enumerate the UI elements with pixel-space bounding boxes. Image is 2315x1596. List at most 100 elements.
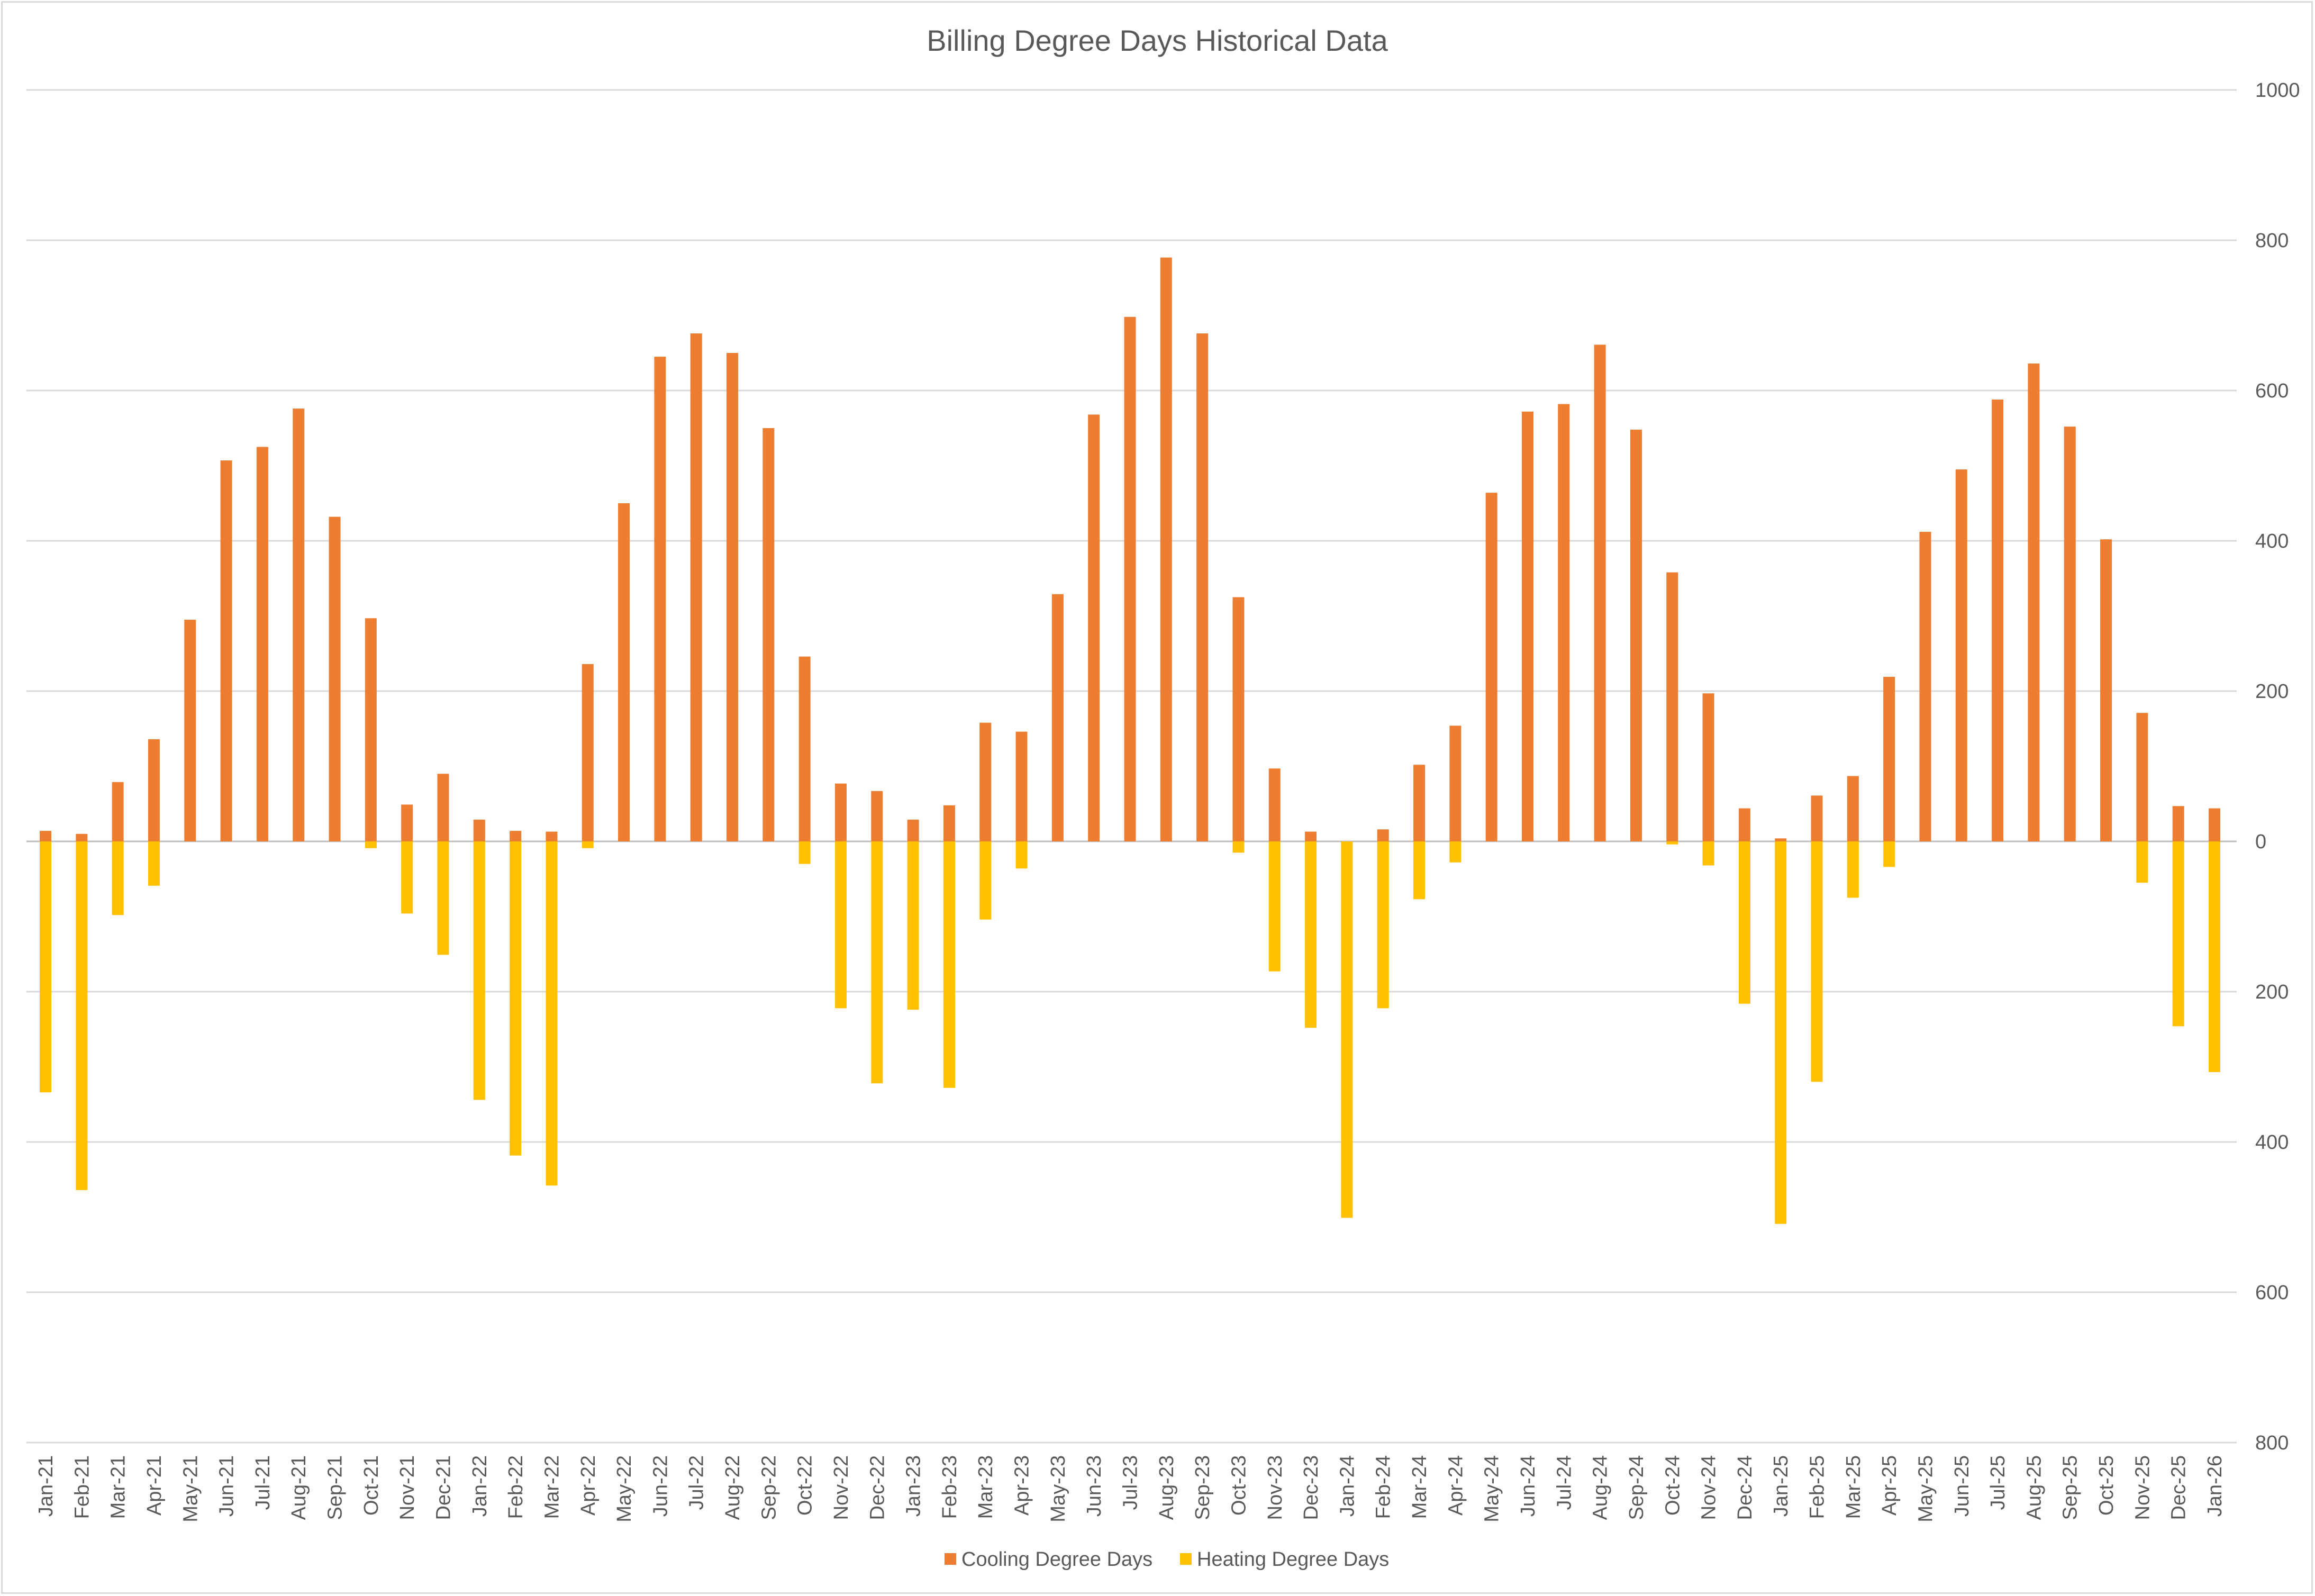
cooling-bar	[1305, 831, 1317, 841]
heating-bar	[437, 841, 449, 955]
x-tick-label: Aug-23	[1156, 1455, 1178, 1520]
y-tick-label: 600	[2255, 1282, 2289, 1304]
cooling-bar	[401, 804, 413, 841]
heating-bar	[148, 841, 160, 886]
x-tick-label: Jul-23	[1120, 1455, 1142, 1510]
x-tick-label: Jul-21	[252, 1455, 274, 1510]
x-tick-label: Feb-22	[505, 1455, 527, 1519]
cooling-bar	[437, 774, 449, 841]
heating-bar	[1305, 841, 1317, 1028]
x-tick-label: Feb-23	[939, 1455, 961, 1519]
x-tick-label: Aug-22	[722, 1455, 744, 1520]
cooling-bar	[76, 833, 88, 841]
x-tick-label: Dec-25	[2168, 1455, 2190, 1520]
cooling-bar	[1377, 829, 1389, 841]
x-tick-label: Oct-25	[2095, 1455, 2118, 1516]
heating-bar	[1449, 841, 1461, 863]
x-tick-label: Jun-23	[1083, 1455, 1105, 1517]
x-tick-label: Sep-23	[1192, 1455, 1214, 1520]
heating-bar	[1702, 841, 1714, 866]
legend-swatch	[1180, 1553, 1192, 1565]
cooling-bar	[546, 831, 558, 841]
x-tick-label: Dec-23	[1300, 1455, 1322, 1520]
x-tick-label: Jul-24	[1553, 1455, 1575, 1510]
cooling-bar	[654, 357, 666, 841]
x-tick-label: Dec-24	[1734, 1455, 1756, 1520]
cooling-bar	[1992, 400, 2004, 841]
x-tick-label: Mar-22	[541, 1455, 563, 1519]
cooling-bar	[256, 447, 268, 841]
cooling-bar	[1702, 693, 1714, 841]
x-tick-label: Dec-22	[866, 1455, 888, 1520]
y-tick-label: 200	[2255, 981, 2289, 1003]
cooling-bar	[618, 503, 630, 841]
x-tick-label: Apr-22	[577, 1455, 600, 1516]
heating-bar	[582, 841, 594, 848]
cooling-bar	[2136, 713, 2148, 841]
x-tick-label: Aug-21	[288, 1455, 310, 1520]
cooling-bar	[871, 791, 883, 841]
gridlines	[26, 89, 2237, 1444]
heating-bar	[871, 841, 883, 1084]
heating-bar	[473, 841, 485, 1100]
x-tick-label: May-23	[1047, 1455, 1069, 1522]
cooling-bar	[1485, 493, 1497, 841]
x-tick-label: May-22	[613, 1455, 636, 1522]
legend-swatch	[945, 1553, 956, 1565]
heating-bar	[2172, 841, 2184, 1027]
cooling-bar	[907, 819, 919, 841]
x-tick-label: Apr-21	[143, 1455, 166, 1516]
x-tick-label: Jun-22	[649, 1455, 671, 1517]
x-tick-label: Jan-23	[903, 1455, 925, 1517]
x-tick-label: Sep-24	[1626, 1455, 1648, 1520]
y-axis: 1000 800 600 400 200 0 200 400 600 800	[2255, 79, 2300, 1454]
x-tick-label: Sep-25	[2059, 1455, 2082, 1520]
x-tick-label: Nov-24	[1698, 1455, 1720, 1520]
heating-bar	[1377, 841, 1389, 1009]
cooling-bar	[1811, 795, 1823, 841]
bars	[40, 257, 2220, 1224]
y-tick-label: 0	[2255, 831, 2266, 853]
cooling-bar	[582, 664, 594, 841]
cooling-bar	[1088, 414, 1100, 841]
cooling-bar	[365, 618, 377, 841]
cooling-bar	[1558, 404, 1570, 841]
heating-bar	[834, 841, 847, 1009]
x-tick-label: Nov-22	[830, 1455, 852, 1520]
legend-label: Heating Degree Days	[1197, 1548, 1389, 1571]
x-tick-label: Jun-24	[1517, 1455, 1539, 1517]
cooling-bar	[2209, 808, 2220, 841]
x-tick-label: Jan-24	[1336, 1455, 1358, 1517]
cooling-bar	[1051, 594, 1064, 841]
cooling-bar	[690, 333, 702, 841]
cooling-bar	[2064, 427, 2076, 841]
cooling-bar	[1883, 677, 1895, 841]
x-tick-label: Jan-25	[1770, 1455, 1792, 1517]
cooling-bar	[293, 409, 305, 841]
cooling-bar	[473, 819, 485, 841]
cooling-bar	[1449, 726, 1461, 841]
heating-bar	[1883, 841, 1895, 867]
x-tick-label: Jun-21	[216, 1455, 238, 1517]
heating-bar	[2136, 841, 2148, 883]
x-tick-label: Dec-21	[432, 1455, 455, 1520]
legend-label: Cooling Degree Days	[961, 1548, 1152, 1571]
cooling-bar	[1919, 531, 1931, 841]
cooling-bar	[148, 739, 160, 841]
cooling-bar	[1955, 469, 1967, 841]
cooling-bar	[1738, 808, 1750, 841]
x-tick-label: Sep-21	[324, 1455, 347, 1520]
heating-bar	[2209, 841, 2220, 1072]
x-tick-label: May-21	[179, 1455, 202, 1522]
cooling-bar	[2100, 539, 2112, 841]
x-tick-label: Oct-21	[360, 1455, 383, 1516]
cooling-bar	[1847, 776, 1859, 841]
x-tick-label: Apr-24	[1445, 1455, 1467, 1516]
heating-bar	[1268, 841, 1281, 972]
heating-bar	[798, 841, 811, 864]
x-tick-label: Oct-24	[1662, 1455, 1684, 1516]
cooling-bar	[727, 353, 739, 841]
cooling-bar	[1268, 768, 1281, 841]
legend: Cooling Degree Days Heating Degree Days	[945, 1548, 1389, 1571]
